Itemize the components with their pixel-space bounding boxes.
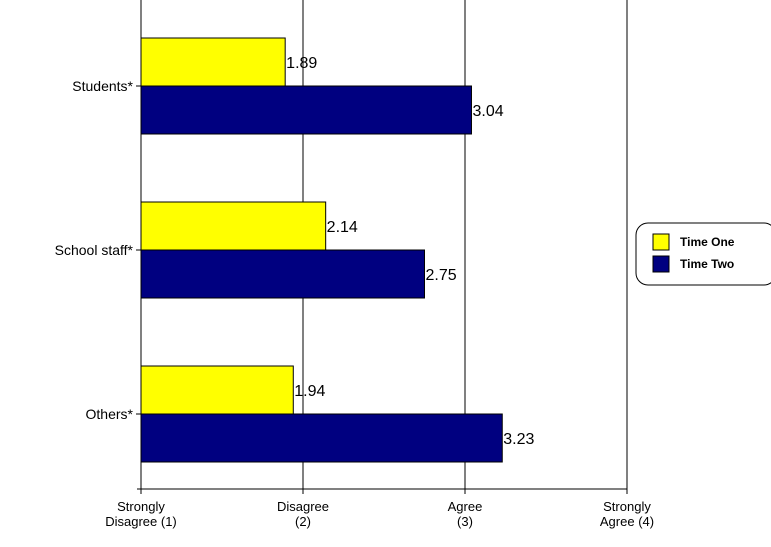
data-label-2-2: 2.75 <box>426 267 457 284</box>
bar-1-3 <box>140 365 294 415</box>
bar-2-2 <box>140 249 425 299</box>
legend-box <box>635 222 771 286</box>
legend-swatch-2 <box>652 255 670 273</box>
data-label-1-1: 1.89 <box>286 55 317 72</box>
legend-swatch-1 <box>652 233 670 251</box>
category-label-1: Students* <box>72 78 133 94</box>
category-label-2: School staff* <box>55 242 134 258</box>
bar-2-3 <box>140 413 503 463</box>
x-tick-label-2: Disagree (2) <box>277 499 329 529</box>
x-tick-label-1: Strongly Disagree (1) <box>105 499 177 529</box>
legend-label-1: Time One <box>680 235 735 249</box>
x-tick-label-4: Strongly Agree (4) <box>600 499 654 529</box>
category-label-3: Others* <box>86 406 134 422</box>
bar-1-2 <box>140 201 327 251</box>
data-label-2-1: 3.04 <box>472 103 503 120</box>
bar-2-1 <box>140 85 472 135</box>
bar-1-1 <box>140 37 286 87</box>
data-label-2-3: 3.23 <box>503 431 534 448</box>
x-tick-label-3: Agree (3) <box>448 499 483 529</box>
data-label-1-3: 1.94 <box>294 383 325 400</box>
data-label-1-2: 2.14 <box>327 219 358 236</box>
legend-label-2: Time Two <box>680 257 734 271</box>
